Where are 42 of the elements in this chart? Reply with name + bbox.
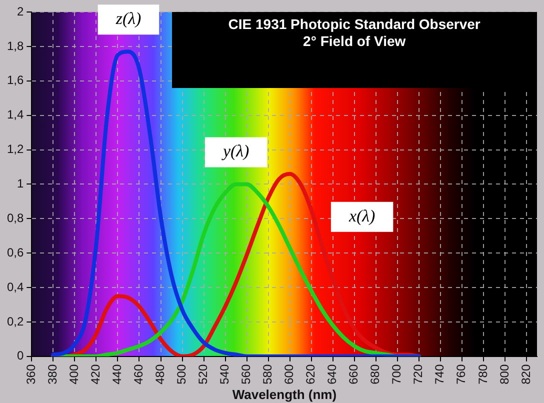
x-tick-label: 460 [132, 364, 146, 384]
x-tick-label: 680 [368, 364, 382, 384]
x-tick-label: 600 [282, 364, 296, 384]
x-tick-label: 480 [153, 364, 168, 384]
x-tick-label: 440 [110, 364, 124, 384]
x-tick-label: 400 [67, 364, 82, 384]
y-tick-label: 0,6 [6, 245, 24, 260]
x-tick-label: 540 [218, 364, 232, 384]
x-tick-label: 660 [346, 364, 361, 384]
x-tick-label: 620 [304, 364, 318, 384]
x-tick-label: 560 [239, 364, 254, 384]
series-label: x(λ) [348, 206, 376, 226]
y-tick-label: 1,4 [6, 108, 24, 122]
y-tick-label: 1 [16, 176, 24, 190]
y-tick-label: 0,8 [6, 210, 24, 225]
x-tick-label: 640 [325, 364, 340, 384]
x-tick-label: 380 [46, 364, 60, 384]
x-tick-label: 420 [88, 364, 103, 384]
chart-title: CIE 1931 Photopic Standard Observer [227, 16, 482, 33]
y-tick-label: 1,6 [6, 73, 24, 88]
x-tick-label: 780 [476, 364, 490, 384]
series-label: y(λ) [220, 142, 250, 161]
y-tick-label: 1,2 [6, 142, 24, 156]
y-tick-label: 0,4 [6, 280, 24, 294]
x-tick-label: 580 [260, 364, 275, 384]
x-tick-label: 500 [174, 364, 189, 384]
y-tick-label: 2 [16, 4, 24, 18]
x-tick-label: 820 [518, 364, 533, 384]
x-tick-label: 760 [454, 364, 468, 384]
x-tick-label: 520 [196, 364, 210, 384]
x-tick-label: 700 [390, 364, 404, 384]
x-tick-label: 720 [411, 364, 426, 384]
y-tick-label: 0,2 [6, 314, 24, 328]
y-tick-label: 1,8 [6, 38, 24, 53]
title-box: CIE 1931 Photopic Standard Observer 2° Field of View [172, 12, 538, 88]
x-tick-label: 740 [432, 364, 447, 384]
series-label: z(λ) [114, 9, 142, 28]
x-tick-label: 360 [24, 364, 38, 384]
x-tick-label: 800 [497, 364, 512, 384]
y-tick-label: 0 [16, 348, 24, 363]
line-series [51, 50, 421, 356]
x-axis-title: Wavelength (nm) [232, 386, 337, 402]
